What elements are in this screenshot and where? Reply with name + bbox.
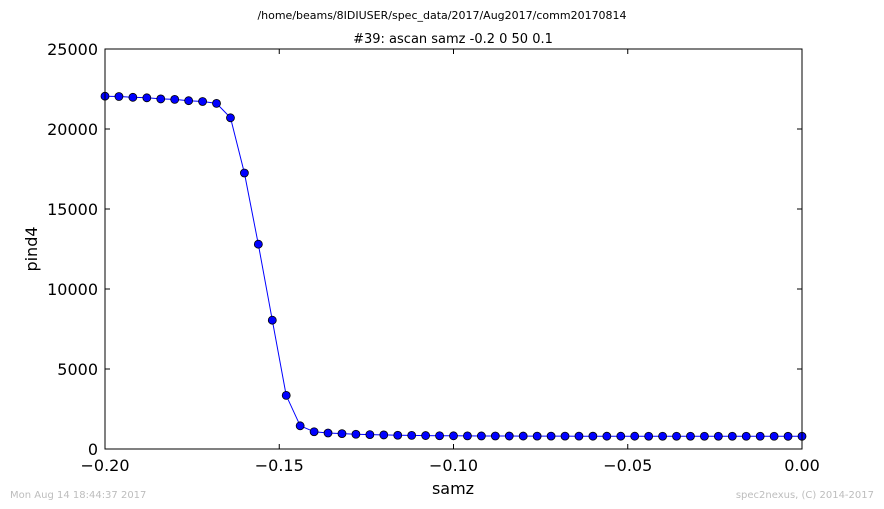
data-point: [602, 431, 612, 441]
data-point: [267, 315, 277, 325]
data-point: [323, 428, 333, 438]
data-point: [337, 429, 347, 439]
x-axis-label: samz: [432, 479, 474, 498]
data-point: [184, 96, 194, 106]
data-point: [295, 421, 305, 431]
data-point: [253, 239, 263, 249]
data-point: [560, 431, 570, 441]
x-tick-label: −0.10: [429, 456, 478, 475]
data-point: [504, 431, 514, 441]
data-point: [142, 93, 152, 103]
y-tick-label: 25000: [47, 40, 98, 59]
plot-title: #39: ascan samz -0.2 0 50 0.1: [353, 32, 553, 47]
data-point: [309, 427, 319, 437]
data-point: [114, 92, 124, 101]
data-point: [435, 431, 444, 441]
data-point: [128, 92, 138, 102]
footer-timestamp: Mon Aug 14 18:44:37 2017: [10, 490, 146, 501]
y-axis: 0 5000 10000 15000 20000 25000: [47, 40, 802, 459]
data-point: [490, 431, 500, 441]
data-point: [741, 431, 751, 441]
data-point: [281, 390, 291, 400]
data-point: [644, 431, 654, 441]
y-tick-label: 10000: [47, 280, 98, 299]
data-point: [170, 95, 180, 104]
data-point: [783, 431, 793, 441]
data-point: [686, 431, 695, 441]
data-point: [365, 430, 375, 440]
data-point: [700, 431, 709, 441]
data-point: [532, 431, 542, 441]
x-tick-label: 0.00: [784, 456, 820, 475]
data-point: [379, 430, 389, 440]
data-point: [407, 430, 417, 440]
data-series-points: [100, 91, 807, 441]
data-point: [198, 97, 207, 106]
plot-supertitle: /home/beams/8IDIUSER/spec_data/2017/Aug2…: [257, 9, 626, 22]
y-axis-label: pind4: [22, 226, 41, 271]
data-point: [212, 99, 221, 108]
data-point: [239, 168, 249, 178]
data-point: [546, 431, 556, 441]
data-point: [463, 431, 472, 441]
x-tick-label: −0.20: [80, 456, 129, 475]
footer-credit: spec2nexus, (C) 2014-2017: [736, 490, 874, 501]
data-point: [156, 94, 166, 104]
data-point: [727, 431, 737, 441]
data-point: [588, 431, 598, 441]
data-point: [616, 431, 626, 441]
y-tick-label: 5000: [57, 360, 98, 379]
data-point: [630, 431, 640, 441]
x-axis: −0.20 −0.15 −0.10 −0.05 0.00: [80, 49, 820, 475]
y-tick-label: 15000: [47, 200, 98, 219]
data-point: [658, 431, 667, 441]
data-point: [226, 113, 235, 123]
data-point: [518, 431, 528, 441]
data-point: [713, 431, 723, 441]
data-point: [574, 431, 584, 441]
data-point: [755, 431, 765, 441]
data-point: [421, 431, 431, 440]
x-tick-label: −0.15: [255, 456, 304, 475]
data-point: [769, 431, 779, 441]
y-tick-label: 0: [88, 440, 98, 459]
data-point: [449, 431, 458, 441]
data-series-line: [104, 95, 802, 437]
x-tick-label: −0.05: [603, 456, 652, 475]
data-point: [476, 431, 486, 441]
y-tick-label: 20000: [47, 120, 98, 139]
data-point: [393, 430, 403, 440]
plot-frame: [104, 48, 803, 450]
data-point: [672, 431, 681, 441]
data-point: [351, 429, 361, 439]
